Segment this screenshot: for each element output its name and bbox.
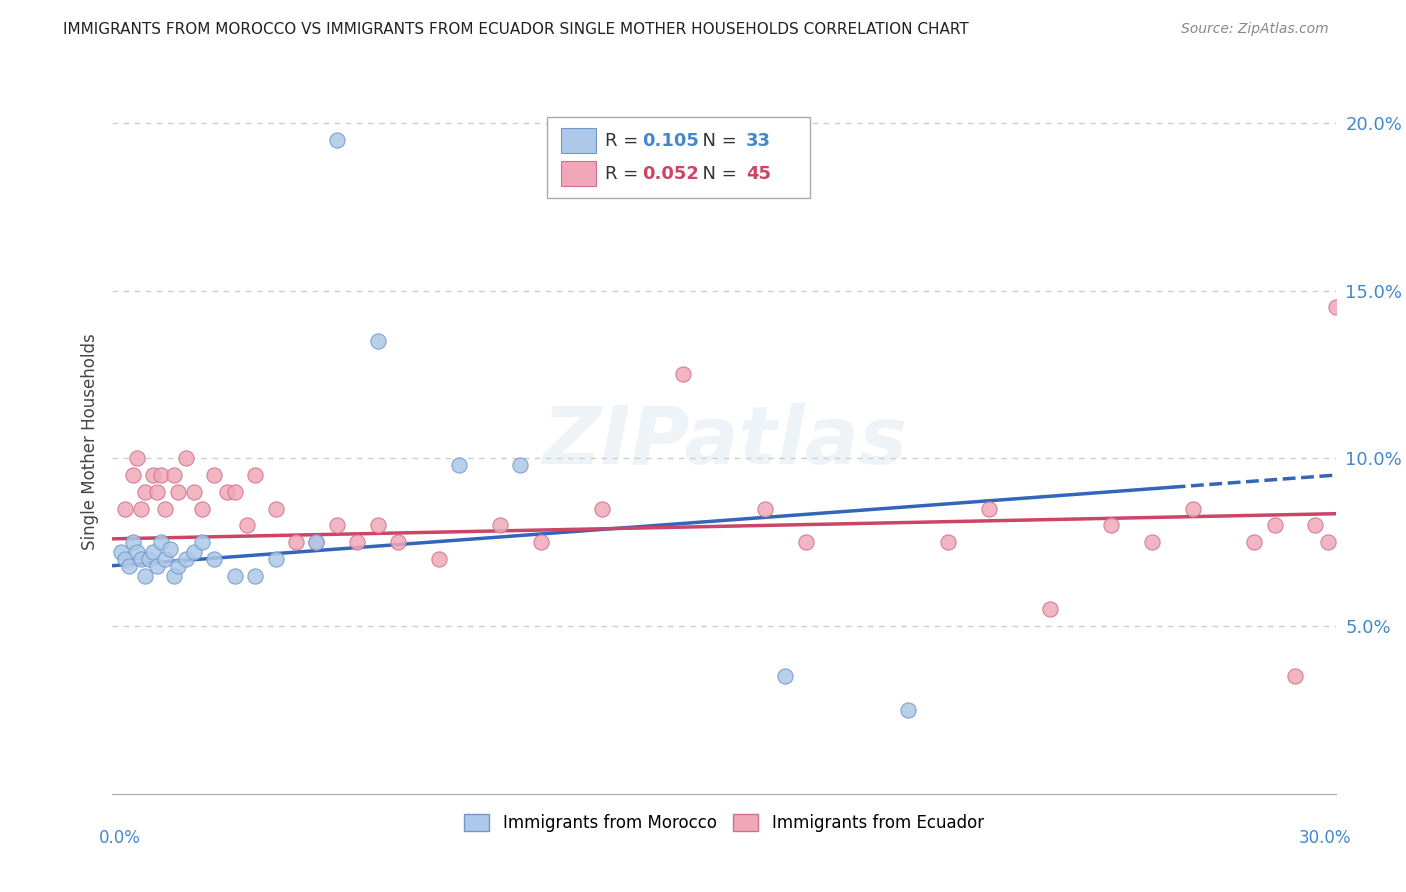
Legend: Immigrants from Morocco, Immigrants from Ecuador: Immigrants from Morocco, Immigrants from…	[458, 807, 990, 838]
Point	[1264, 518, 1286, 533]
Point	[191, 501, 214, 516]
Point	[264, 552, 287, 566]
Point	[305, 535, 328, 549]
Text: IMMIGRANTS FROM MOROCCO VS IMMIGRANTS FROM ECUADOR SINGLE MOTHER HOUSEHOLDS CORR: IMMIGRANTS FROM MOROCCO VS IMMIGRANTS FR…	[63, 22, 969, 37]
Point	[754, 501, 776, 516]
Point	[174, 552, 197, 566]
Point	[215, 484, 238, 499]
Point	[387, 535, 409, 549]
Point	[125, 451, 148, 466]
Text: 0.052: 0.052	[643, 165, 699, 183]
Point	[204, 468, 226, 483]
Point	[122, 468, 145, 483]
Point	[142, 545, 165, 559]
Point	[146, 484, 169, 499]
Point	[936, 535, 959, 549]
Point	[489, 518, 512, 533]
Point	[773, 669, 796, 683]
Point	[1142, 535, 1164, 549]
Point	[1181, 501, 1204, 516]
Text: ZIPatlas: ZIPatlas	[541, 402, 907, 481]
Point	[155, 552, 177, 566]
Point	[174, 451, 197, 466]
Text: R =: R =	[606, 165, 644, 183]
Point	[155, 501, 177, 516]
Point	[166, 558, 188, 573]
Point	[146, 558, 169, 573]
FancyBboxPatch shape	[547, 118, 810, 198]
FancyBboxPatch shape	[561, 128, 596, 153]
Point	[150, 468, 173, 483]
Point	[305, 535, 328, 549]
Point	[326, 132, 349, 146]
Point	[191, 535, 214, 549]
Point	[122, 535, 145, 549]
Point	[427, 552, 450, 566]
Text: 0.105: 0.105	[643, 132, 699, 150]
Text: Source: ZipAtlas.com: Source: ZipAtlas.com	[1181, 22, 1329, 37]
Text: 0.0%: 0.0%	[98, 829, 141, 847]
Point	[1284, 669, 1306, 683]
Point	[979, 501, 1001, 516]
Point	[346, 535, 368, 549]
Point	[1316, 535, 1339, 549]
Point	[204, 552, 226, 566]
Point	[897, 703, 920, 717]
Y-axis label: Single Mother Households: Single Mother Households	[80, 334, 98, 549]
Point	[794, 535, 817, 549]
Point	[114, 552, 136, 566]
Point	[366, 334, 388, 348]
Point	[1305, 518, 1327, 533]
Point	[529, 535, 551, 549]
Point	[142, 468, 165, 483]
Point	[509, 458, 531, 472]
Point	[284, 535, 308, 549]
Point	[245, 568, 267, 582]
Point	[245, 468, 267, 483]
Text: 33: 33	[747, 132, 770, 150]
Point	[672, 368, 695, 382]
Point	[1099, 518, 1122, 533]
Text: N =: N =	[692, 132, 742, 150]
Point	[1243, 535, 1265, 549]
Text: 30.0%: 30.0%	[1298, 829, 1351, 847]
Point	[138, 552, 160, 566]
Point	[166, 484, 188, 499]
Point	[163, 568, 186, 582]
Point	[447, 458, 470, 472]
Text: 45: 45	[747, 165, 770, 183]
Point	[118, 558, 141, 573]
Point	[224, 568, 246, 582]
Point	[1324, 301, 1347, 315]
Point	[129, 501, 152, 516]
Point	[326, 518, 349, 533]
Point	[224, 484, 246, 499]
Point	[150, 535, 173, 549]
Point	[159, 541, 181, 556]
Point	[129, 552, 152, 566]
Point	[114, 501, 136, 516]
Point	[183, 545, 205, 559]
Point	[264, 501, 287, 516]
Text: N =: N =	[692, 165, 742, 183]
Point	[125, 545, 148, 559]
Point	[163, 468, 186, 483]
FancyBboxPatch shape	[561, 161, 596, 186]
Point	[183, 484, 205, 499]
Point	[236, 518, 259, 533]
Point	[1039, 602, 1062, 616]
Point	[591, 501, 613, 516]
Point	[366, 518, 388, 533]
Point	[110, 545, 132, 559]
Point	[134, 484, 156, 499]
Text: R =: R =	[606, 132, 644, 150]
Point	[134, 568, 156, 582]
